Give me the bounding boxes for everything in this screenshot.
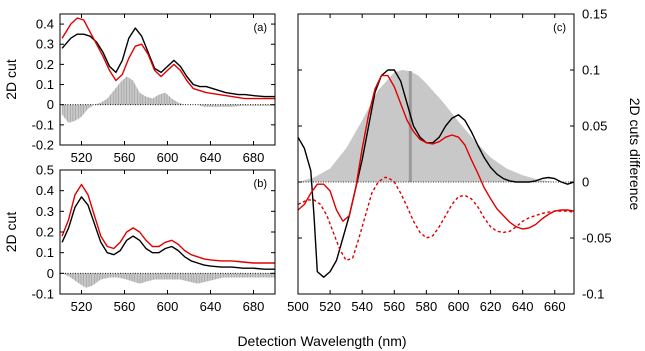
y-tick-label: 0.2 bbox=[36, 57, 54, 72]
panel-label: (a) bbox=[254, 22, 267, 34]
x-tick-label: 520 bbox=[71, 299, 93, 314]
y-tick-label: -0.1 bbox=[32, 287, 54, 302]
y-tick-label: 0.05 bbox=[582, 119, 607, 134]
x-tick-label: 620 bbox=[480, 299, 502, 314]
y-tick-label: -0.1 bbox=[32, 117, 54, 132]
panel-c: 500 520 540 560 580 600 620 640 660 -0.1 -0.05 0 0.0… bbox=[287, 7, 643, 315]
panel-a: 520 560 600 640 680 -0.2 -0.1 0 0.1 0.2 0.3 0.4 (a) 2… bbox=[3, 13, 276, 165]
y-tick-label: 0.1 bbox=[36, 77, 54, 92]
y-tick-label: -0.2 bbox=[32, 138, 54, 153]
series-fill-difference bbox=[62, 76, 275, 123]
plot-frame bbox=[297, 13, 575, 295]
plot-area bbox=[60, 17, 275, 123]
x-tick-label: 640 bbox=[512, 299, 534, 314]
x-tick-label: 660 bbox=[544, 299, 566, 314]
series-fill-difference bbox=[62, 273, 275, 288]
x-tick-label: 560 bbox=[114, 150, 136, 165]
y-tick-label: -0.1 bbox=[582, 287, 604, 302]
y-tick-label: 0 bbox=[47, 97, 54, 112]
x-tick-label: 640 bbox=[200, 299, 222, 314]
x-tick-label: 520 bbox=[71, 150, 93, 165]
panel-b: 520 560 600 640 680 -0.1 0 0.1 0.2 0.3 0.4 0.5 (b) 2D… bbox=[3, 163, 276, 314]
y-tick-label: 0 bbox=[582, 175, 589, 190]
y-tick-label: 0.3 bbox=[36, 204, 54, 219]
x-tick-label: 600 bbox=[157, 299, 179, 314]
x-tick-label: 560 bbox=[114, 299, 136, 314]
series-line-red bbox=[61, 183, 275, 264]
y-tick-label: 0 bbox=[47, 266, 54, 281]
y-axis-label: 2D cuts difference bbox=[627, 98, 643, 211]
y-tick-label: 0.1 bbox=[36, 245, 54, 260]
y-tick-label: 0.3 bbox=[36, 37, 54, 52]
plot-area bbox=[60, 183, 275, 288]
x-tick-label: 600 bbox=[448, 299, 470, 314]
plot-frame bbox=[59, 13, 276, 146]
x-tick-label: 500 bbox=[287, 299, 309, 314]
x-tick-label: 600 bbox=[157, 150, 179, 165]
y-tick-label: 0.15 bbox=[582, 7, 607, 22]
series-line-black bbox=[61, 196, 275, 270]
y-axis-label: 2D cut bbox=[3, 59, 19, 100]
y-tick-label: 0.5 bbox=[36, 163, 54, 178]
y-tick-label: 0.4 bbox=[36, 183, 54, 198]
x-tick-label: 640 bbox=[200, 150, 222, 165]
plot-area bbox=[298, 69, 574, 278]
series-line-black bbox=[61, 27, 275, 98]
y-tick-label: -0.05 bbox=[582, 231, 612, 246]
x-tick-label: 540 bbox=[351, 299, 373, 314]
panel-label: (b) bbox=[254, 178, 267, 190]
y-tick-label: 0.2 bbox=[36, 225, 54, 240]
y-tick-label: 0.1 bbox=[582, 63, 600, 78]
series-line-black bbox=[298, 69, 574, 278]
series-fill-gaussian bbox=[298, 70, 568, 182]
x-axis-label: Detection Wavelength (nm) bbox=[237, 333, 406, 349]
x-tick-label: 680 bbox=[243, 150, 265, 165]
x-tick-label: 520 bbox=[319, 299, 341, 314]
y-axis-label: 2D cut bbox=[3, 212, 19, 253]
series-line-red-dashed bbox=[298, 176, 574, 262]
x-tick-label: 560 bbox=[383, 299, 405, 314]
series-line-red bbox=[298, 74, 574, 230]
x-tick-label: 580 bbox=[416, 299, 438, 314]
series-line-red bbox=[61, 17, 275, 100]
x-tick-label: 680 bbox=[243, 299, 265, 314]
y-tick-label: 0.4 bbox=[36, 17, 54, 32]
panel-label: (c) bbox=[553, 22, 566, 34]
